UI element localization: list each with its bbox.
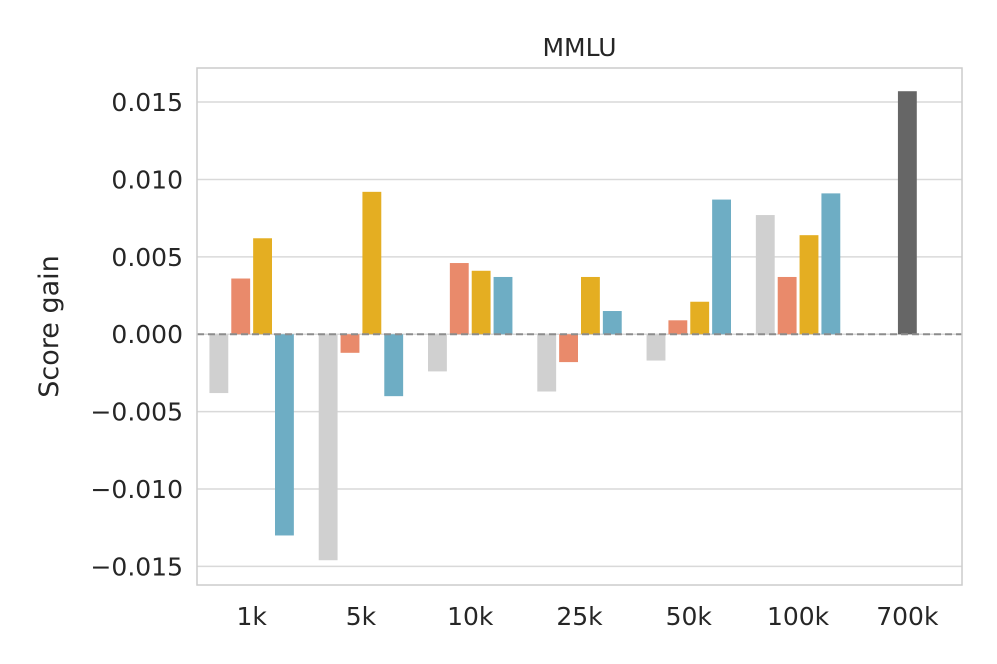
x-tick-labels: 1k 5k 10k 25k 50k 100k 700k <box>236 602 939 631</box>
bar <box>275 334 294 536</box>
chart-title: MMLU <box>542 33 616 62</box>
bar <box>646 334 666 361</box>
x-tick-label: 50k <box>666 602 713 631</box>
y-tick-labels: 0.015 0.010 0.005 0.000 −0.005 −0.010 −0.015 <box>90 88 183 581</box>
x-tick-label: 10k <box>447 602 494 631</box>
bar <box>755 215 775 335</box>
bar <box>209 334 229 394</box>
bar <box>897 91 917 335</box>
bar <box>449 263 469 335</box>
bar <box>493 276 513 335</box>
x-tick-label: 25k <box>556 602 603 631</box>
x-tick-label: 100k <box>767 602 830 631</box>
bar <box>362 191 382 335</box>
bar <box>581 276 600 335</box>
bar <box>340 334 360 353</box>
bar <box>777 276 797 335</box>
y-tick-label: −0.015 <box>90 552 183 581</box>
bar <box>384 334 404 397</box>
bar <box>471 270 491 335</box>
bar <box>428 334 447 372</box>
x-tick-label: 5k <box>346 602 377 631</box>
bar <box>799 235 819 335</box>
bar <box>318 334 338 561</box>
y-tick-label: −0.010 <box>90 475 183 504</box>
bars <box>209 91 917 561</box>
bar <box>231 278 251 335</box>
bar <box>668 320 688 335</box>
bar <box>253 238 272 335</box>
x-tick-label: 1k <box>236 602 267 631</box>
x-tick-label: 700k <box>876 602 939 631</box>
bar <box>690 301 710 335</box>
bar <box>821 193 841 335</box>
bar <box>537 334 557 392</box>
y-tick-label: 0.015 <box>111 88 183 117</box>
bar <box>559 334 578 363</box>
y-tick-label: −0.005 <box>90 398 183 427</box>
bar <box>712 199 731 335</box>
plot-frame <box>196 67 963 586</box>
y-tick-label: 0.000 <box>111 320 183 349</box>
y-tick-label: 0.010 <box>111 165 183 194</box>
y-tick-label: 0.005 <box>111 243 183 272</box>
bar <box>602 311 622 335</box>
y-axis-label: Score gain <box>34 255 65 398</box>
